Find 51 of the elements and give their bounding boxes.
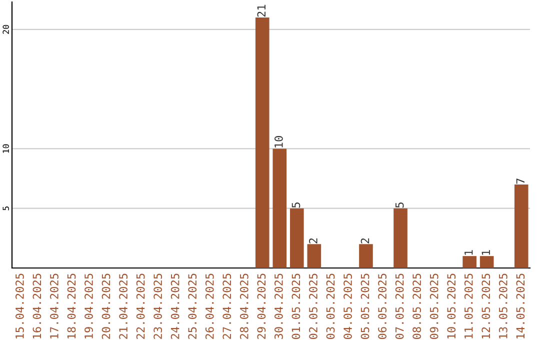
x-tick-label: 18.04.2025	[67, 274, 76, 338]
data-label: 7	[516, 178, 524, 184]
data-label: 5	[292, 202, 300, 208]
data-label: 21	[257, 4, 266, 17]
x-tick-label: 06.05.2025	[378, 274, 386, 340]
x-tick-label: 13.05.2025	[498, 274, 508, 338]
bar	[394, 208, 408, 268]
x-tick-label: 08.05.2025	[412, 274, 422, 340]
data-label: 2	[360, 238, 370, 244]
x-tick-label: 09.05.2025	[430, 274, 438, 340]
x-tick-label: 29.04.2025	[257, 274, 266, 339]
x-tick-label: 02.05.2025	[309, 274, 318, 340]
x-tick-label: 03.05.2025	[326, 274, 335, 340]
x-tick-label: 15.04.2025	[15, 274, 24, 338]
x-tick-label: 05.05.2025	[360, 274, 370, 340]
bar	[255, 18, 270, 268]
x-tick-label: 22.04.2025	[136, 274, 145, 339]
x-tick-label: 19.04.2025	[84, 274, 93, 338]
x-tick-label: 01.05.2025	[292, 274, 300, 340]
bar	[480, 256, 494, 268]
bar	[359, 244, 373, 268]
x-tick-label: 25.04.2025	[188, 274, 197, 339]
x-tick-label: 24.04.2025	[170, 274, 180, 339]
x-tick-label: 12.05.2025	[482, 274, 490, 338]
x-tick-label: 20.04.2025	[102, 274, 110, 339]
data-label: 1	[464, 250, 473, 255]
bar	[290, 208, 304, 268]
x-tick-label: 16.04.2025	[32, 274, 42, 338]
x-tick-label: 17.04.2025	[50, 274, 58, 338]
data-label: 2	[309, 238, 318, 244]
y-tick-label: 10	[2, 144, 9, 153]
x-tick-label: 28.04.2025	[240, 274, 248, 339]
bar	[307, 244, 322, 268]
x-tick-label: 26.04.2025	[205, 274, 214, 339]
x-tick-label: 07.05.2025	[395, 274, 404, 340]
bar	[514, 184, 528, 268]
data-label: 10	[274, 136, 283, 148]
bar	[462, 256, 476, 268]
x-tick-label: 10.05.2025	[447, 274, 456, 338]
x-tick-label: 14.05.2025	[516, 274, 525, 338]
x-tick-label: 30.04.2025	[274, 274, 283, 340]
x-tick-label: 21.04.2025	[119, 274, 128, 339]
data-label: 5	[395, 202, 404, 208]
x-tick-label: 27.04.2025	[222, 274, 232, 339]
data-label: 1	[482, 250, 490, 255]
y-tick-label: 20	[2, 24, 9, 34]
y-tick-label: 5	[2, 206, 9, 210]
x-tick-label: 11.05.2025	[464, 274, 473, 338]
x-tick-label: 04.05.2025	[344, 274, 352, 340]
x-tick-label: 23.04.2025	[154, 274, 162, 339]
bar	[272, 148, 287, 268]
